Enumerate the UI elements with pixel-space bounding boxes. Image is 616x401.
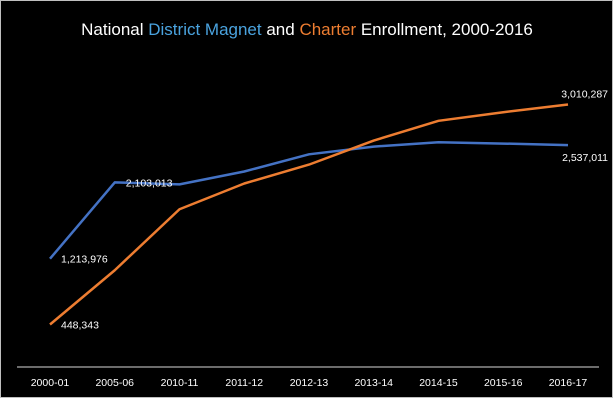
data-labels: 1,213,976 2,103,013 2,537,011 448,343 3,010,… [61, 88, 608, 331]
title-part-1: District Magnet [148, 20, 262, 39]
data-label: 2,537,011 [562, 152, 608, 164]
x-tick-label: 2013-14 [354, 377, 393, 389]
x-tick-label: 2014-15 [419, 377, 458, 389]
series-lines [49, 103, 569, 326]
title-part-0: National [81, 20, 148, 39]
x-tick-label: 2005-06 [95, 377, 134, 389]
data-label: 1,213,976 [61, 254, 108, 266]
x-tick-label: 2012-13 [290, 377, 329, 389]
series-line-magnet [49, 141, 569, 260]
x-tick-label: 2015-16 [484, 377, 523, 389]
x-tick-label: 2000-01 [31, 377, 70, 389]
title-part-3: Charter [299, 20, 356, 39]
x-tick-label: 2016-17 [549, 377, 588, 389]
x-tick-label: 2010-11 [161, 377, 199, 389]
data-label: 448,343 [61, 319, 99, 331]
data-label: 2,103,013 [126, 177, 173, 189]
data-label: 3,010,287 [561, 88, 608, 100]
title-part-4: Enrollment, 2000-2016 [356, 20, 533, 39]
x-tick-labels: 2000-01 2005-06 2010-11 2011-12 2012-13 2013-… [31, 377, 588, 389]
chart-title: National District Magnet and Charter Enr… [81, 20, 533, 39]
title-part-2: and [262, 20, 300, 39]
series-line-charter [49, 103, 569, 326]
x-tick-label: 2011-12 [225, 377, 263, 389]
